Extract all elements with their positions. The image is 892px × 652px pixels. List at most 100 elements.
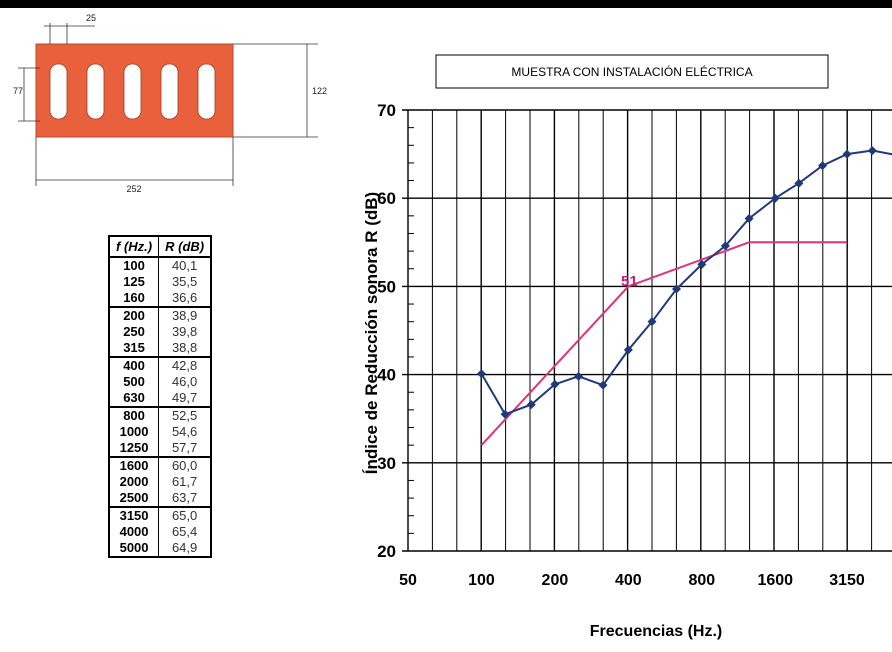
x-axis-label: Frecuencias (Hz.) (590, 623, 722, 640)
reduction-cell: 49,7 (158, 390, 212, 407)
frequency-cell: 315 (108, 340, 160, 357)
y-tick-label: 70 (377, 101, 396, 120)
frequency-cell: 5000 (108, 540, 160, 557)
chart-title-box (435, 54, 829, 89)
dim-label-slot-height: 77 (13, 86, 23, 96)
frequency-cell: 4000 (108, 524, 160, 540)
reduction-cell: 46,0 (158, 374, 212, 390)
reduction-cell: 57,7 (158, 440, 212, 457)
dim-label-height: 122 (312, 86, 327, 96)
table-row: 630 49,7 (108, 390, 212, 407)
dim-label-length: 252 (126, 184, 141, 194)
y-tick-label: 30 (377, 454, 396, 473)
reduction-cell: 38,8 (158, 340, 212, 357)
reduction-cell: 64,9 (158, 540, 212, 557)
table-row: 100 40,1 (108, 257, 212, 274)
measurement-table: f (Hz.) R (dB) 100 40,1 125 35,5 160 36,6 200 3… (108, 235, 213, 558)
data-point (574, 371, 584, 381)
y-tick-label: 40 (377, 366, 396, 385)
chart-grid (402, 109, 892, 552)
data-point (720, 241, 730, 251)
frequency-cell: 800 (108, 406, 160, 424)
brick-slot (123, 63, 142, 120)
reduction-cell: 35,5 (158, 274, 212, 290)
data-point (476, 369, 486, 379)
data-point (647, 317, 657, 327)
sound-reduction-chart: MUESTRA CON INSTALACIÓN ELÉCTRICA 20 30 40… (362, 54, 892, 640)
frequency-cell: 250 (108, 324, 160, 340)
table-row: 400 42,8 (108, 356, 212, 374)
reduction-cell: 36,6 (158, 290, 212, 307)
reduction-cell: 54,6 (158, 424, 212, 440)
frequency-cell: 1250 (108, 440, 160, 457)
table-header-frequency: f (Hz.) (108, 235, 160, 258)
reduction-cell: 61,7 (158, 474, 212, 490)
reduction-cell: 38,9 (158, 306, 212, 324)
y-tick-label: 60 (377, 189, 396, 208)
data-point (744, 213, 754, 223)
y-axis-label: Índice de Reducción sonora R (dB) (362, 192, 381, 474)
x-tick-label: 200 (542, 572, 569, 589)
table-row: 2500 63,7 (108, 490, 212, 507)
brick-slot (160, 63, 179, 120)
data-point (500, 409, 510, 419)
reduction-cell: 39,8 (158, 324, 212, 340)
data-point (867, 146, 877, 156)
x-tick-label: 800 (688, 572, 715, 589)
frequency-cell: 630 (108, 390, 160, 407)
top-border (0, 0, 892, 8)
table-row: 5000 64,9 (108, 540, 212, 557)
reduction-cell: 65,4 (158, 524, 212, 540)
frequency-cell: 125 (108, 274, 160, 290)
frequency-cell: 100 (108, 257, 160, 274)
x-tick-label: 400 (615, 572, 642, 589)
data-point (818, 161, 828, 171)
data-point (526, 400, 536, 410)
table-row: 1250 57,7 (108, 440, 212, 457)
data-point (770, 193, 780, 203)
measured-curve (480, 149, 892, 416)
brick-slot (49, 63, 68, 120)
table-row: 1000 54,6 (108, 424, 212, 440)
table-row: 250 39,8 (108, 324, 212, 340)
frequency-cell: 500 (108, 374, 160, 390)
chart-title: MUESTRA CON INSTALACIÓN ELÉCTRICA (511, 64, 752, 79)
brick-slot (197, 63, 216, 120)
frequency-cell: 200 (108, 306, 160, 324)
frequency-cell: 2500 (108, 490, 160, 507)
data-point (842, 149, 852, 159)
table-body: 100 40,1 125 35,5 160 36,6 200 38,9 250 39,8 315 38… (108, 257, 212, 557)
dim-label-slot-spacing: 25 (86, 13, 96, 23)
table-row: 500 46,0 (108, 374, 212, 390)
table-header-reduction: R (dB) (158, 235, 212, 258)
y-axis-ticks: 20 30 40 50 60 70 (377, 101, 396, 561)
brick-slot (86, 63, 105, 120)
reduction-cell: 42,8 (158, 356, 212, 374)
table-row: 800 52,5 (108, 406, 212, 424)
table-row: 160 36,6 (108, 290, 212, 307)
table-row: 4000 65,4 (108, 524, 212, 540)
data-point (697, 259, 707, 269)
x-tick-label: 100 (468, 572, 495, 589)
table-row: 1600 60,0 (108, 456, 212, 474)
x-tick-label: 50 (399, 572, 417, 589)
frequency-cell: 3150 (108, 506, 160, 524)
frequency-cell: 160 (108, 290, 160, 307)
chart-series (476, 146, 892, 446)
data-point (623, 345, 633, 355)
reduction-cell: 40,1 (158, 257, 212, 274)
table-row: 3150 65,0 (108, 506, 212, 524)
y-tick-label: 50 (377, 277, 396, 296)
brick-cross-section-drawing: 25 77 122 252 (13, 13, 327, 194)
x-tick-label: 1600 (757, 572, 793, 589)
y-tick-label: 20 (377, 542, 396, 561)
table-row: 2000 61,7 (108, 474, 212, 490)
table-row: 200 38,9 (108, 306, 212, 324)
brick-slots (49, 63, 216, 120)
chart-annotation: 51 (621, 273, 638, 290)
data-point (794, 178, 804, 188)
data-point (598, 380, 608, 390)
reference-curve (480, 241, 848, 446)
frequency-cell: 400 (108, 356, 160, 374)
frequency-cell: 2000 (108, 474, 160, 490)
